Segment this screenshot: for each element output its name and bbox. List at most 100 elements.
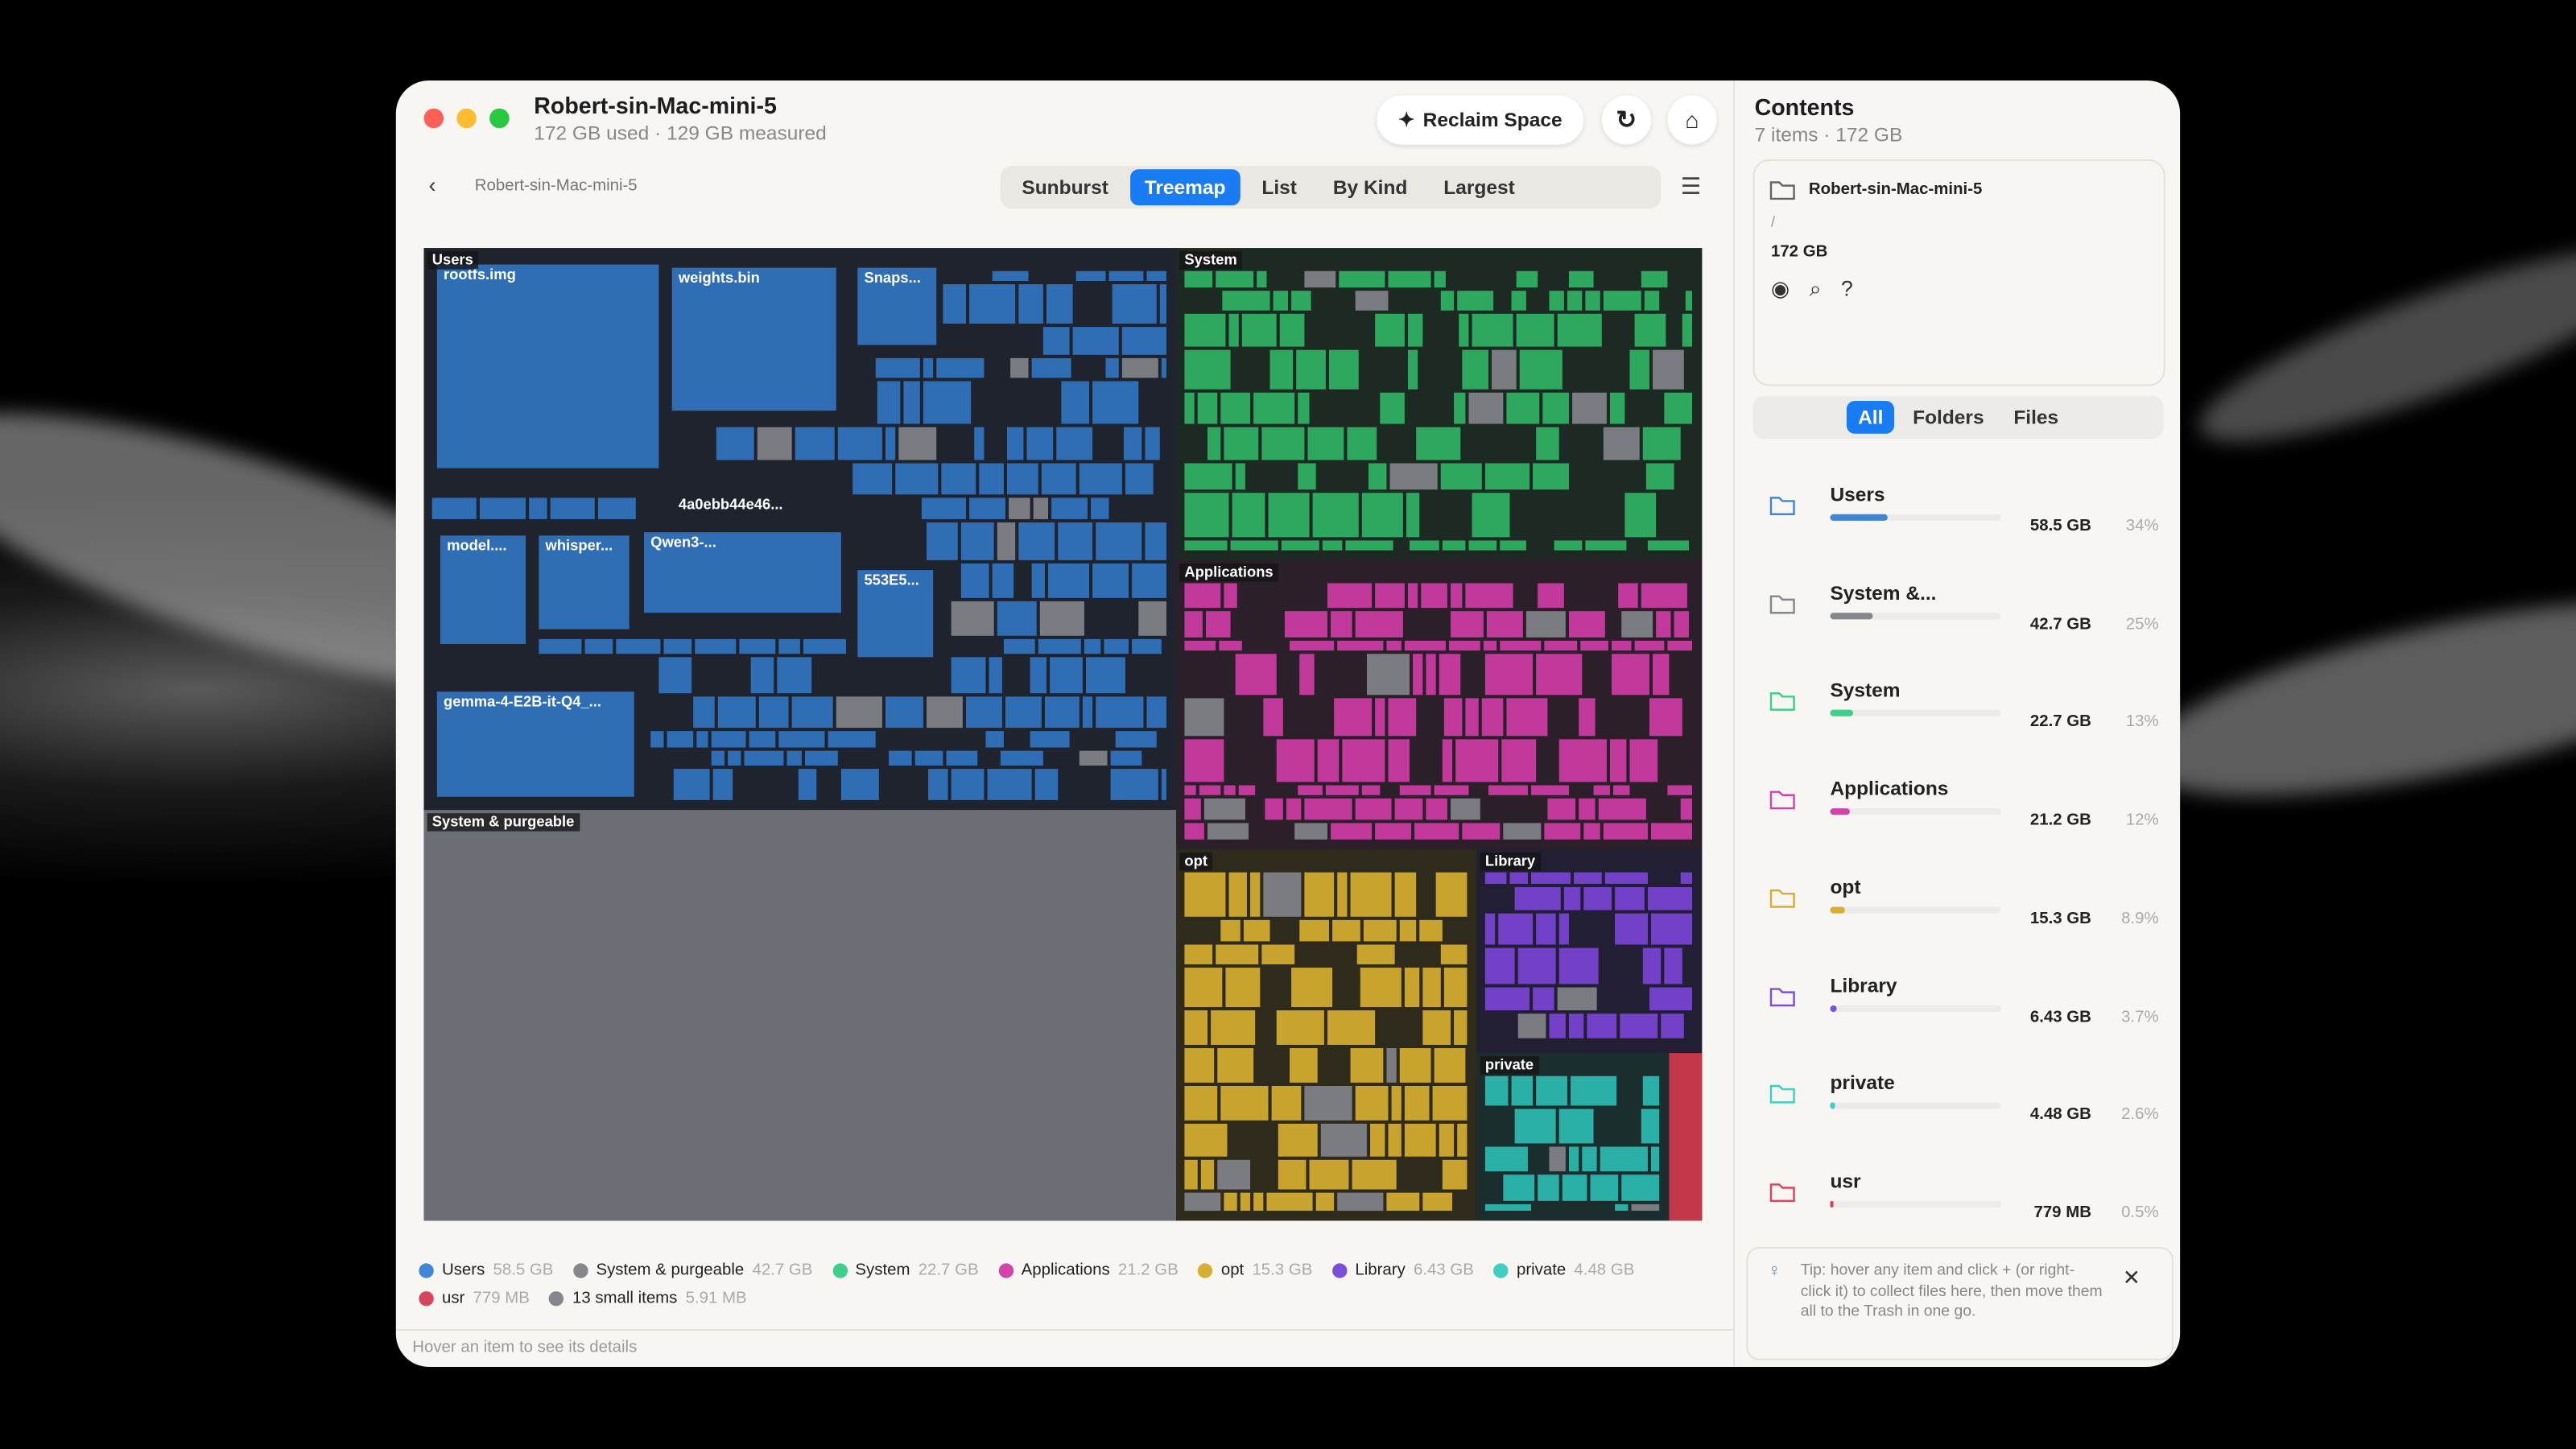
reclaim-button[interactable]: ✦ Reclaim Space	[1377, 95, 1584, 145]
tip-close[interactable]: ✕	[2122, 1265, 2140, 1290]
legend-entry[interactable]: Applications 21.2 GB	[998, 1261, 1179, 1280]
treemap-tile	[1519, 349, 1563, 390]
treemap-tile	[1299, 919, 1330, 942]
treemap-region[interactable]: opt	[1176, 849, 1477, 1221]
treemap-tile	[1484, 1146, 1528, 1172]
view-tab[interactable]: Largest	[1443, 175, 1515, 199]
treemap-tile	[1612, 654, 1649, 696]
treemap-item[interactable]: 553E5...	[857, 570, 934, 658]
view-tab[interactable]: By Kind	[1332, 175, 1408, 199]
list-item[interactable]: Users 58.5 GB 34%	[1753, 483, 2164, 575]
treemap-item[interactable]: weights.bin	[671, 267, 836, 411]
treemap-region[interactable]: System	[1176, 248, 1703, 560]
list-item[interactable]: System 22.7 GB 13%	[1753, 679, 2164, 771]
filter-tab[interactable]: All	[1846, 400, 1895, 434]
breadcrumb[interactable]: Robert-sin-Mac-mini-5	[474, 177, 638, 196]
treemap-tile	[1184, 872, 1226, 917]
treemap-region[interactable]: Users rootfs.img weights.bin Snaps... 4a0ebb…	[423, 248, 1177, 811]
treemap-tile	[778, 638, 800, 654]
treemap-tile	[1355, 611, 1403, 638]
treemap-item[interactable]: whisper...	[539, 535, 630, 630]
list-item[interactable]: private 4.48 GB 2.6%	[1753, 1071, 2164, 1163]
item-bar-track	[1830, 906, 2001, 914]
item-percent: 12%	[2125, 811, 2159, 830]
treemap-item[interactable]: model....	[440, 535, 526, 644]
treemap-region[interactable]: private	[1476, 1053, 1670, 1221]
treemap-tile	[1488, 785, 1528, 795]
treemap-tile	[1096, 522, 1142, 560]
view-tab[interactable]: List	[1261, 175, 1297, 199]
legend-entry[interactable]: private 4.48 GB	[1493, 1261, 1634, 1280]
list-item[interactable]: Applications 21.2 GB 12%	[1753, 777, 2164, 869]
treemap-item[interactable]: rootfs.img	[436, 264, 659, 469]
treemap-tile	[750, 657, 774, 694]
treemap-tile	[1413, 654, 1423, 696]
treemap-tile	[1404, 968, 1420, 1008]
legend-name: Applications	[1021, 1261, 1110, 1280]
treemap-tile	[1680, 798, 1693, 820]
view-tab[interactable]: Treemap	[1129, 169, 1241, 206]
legend-entry[interactable]: Users 58.5 GB	[419, 1261, 553, 1280]
card-actions[interactable]: ◉⌕?	[1770, 275, 1873, 301]
treemap-tile	[1503, 1174, 1535, 1201]
treemap-item[interactable]: gemma-4-E2B-it-Q4_...	[436, 691, 634, 797]
treemap-tile	[791, 696, 833, 729]
legend-entry[interactable]: 13 small items 5.91 MB	[549, 1290, 747, 1307]
treemap-tile	[1241, 313, 1277, 347]
close-button[interactable]	[423, 108, 444, 129]
list-item[interactable]: Library 6.43 GB 3.7%	[1753, 973, 2164, 1065]
treemap-tile	[1443, 968, 1468, 1008]
treemap-tile	[997, 601, 1037, 636]
treemap-tile	[1200, 1159, 1215, 1190]
treemap-tile	[479, 497, 526, 519]
legend-entry[interactable]: System & purgeable 42.7 GB	[572, 1261, 812, 1280]
refresh-button[interactable]: ↻	[1601, 95, 1652, 145]
view-tab[interactable]: Sunburst	[1022, 175, 1108, 199]
treemap-tile	[1653, 654, 1670, 696]
legend-dot	[572, 1263, 588, 1278]
treemap-region[interactable]: System & purgeable	[423, 810, 1177, 1221]
legend-size: 6.43 GB	[1414, 1261, 1474, 1280]
treemap-region[interactable]: Applications	[1176, 559, 1703, 850]
treemap-item[interactable]: Qwen3-...	[643, 532, 841, 613]
legend-entry[interactable]: opt 15.3 GB	[1198, 1261, 1312, 1280]
treemap-region[interactable]	[1669, 1053, 1703, 1221]
item-icon	[1769, 594, 1795, 613]
filter-tab[interactable]: Folders	[1913, 406, 1984, 429]
list-item[interactable]: opt 15.3 GB 8.9%	[1753, 875, 2164, 967]
home-button[interactable]: ⌂	[1667, 95, 1717, 145]
treemap-tile	[1132, 638, 1162, 654]
legend-entry[interactable]: System 22.7 GB	[832, 1261, 979, 1280]
treemap-tile	[1030, 657, 1046, 694]
list-item[interactable]: System &... 42.7 GB 25%	[1753, 581, 2164, 673]
treemap-tile	[1434, 270, 1446, 288]
legend-entry[interactable]: usr 779 MB	[419, 1290, 530, 1307]
treemap-tile	[1030, 731, 1070, 748]
back-button[interactable]: ‹	[428, 172, 436, 197]
filter-tab[interactable]: Files	[2013, 406, 2059, 429]
treemap-tile	[1184, 1048, 1215, 1083]
minimize-button[interactable]	[456, 108, 477, 129]
treemap-tile	[1125, 463, 1154, 495]
treemap-tile	[1517, 947, 1556, 985]
treemap-tile	[1079, 750, 1108, 766]
treemap-tile	[1386, 1048, 1397, 1083]
treemap-tile	[1500, 640, 1542, 651]
region-label: System & purgeable	[427, 813, 580, 832]
zoom-button[interactable]	[489, 108, 510, 129]
settings-button[interactable]: ☰	[1680, 172, 1702, 199]
legend-entry[interactable]: Library 6.43 GB	[1331, 1261, 1474, 1280]
treemap-tile	[1219, 640, 1242, 651]
treemap-item[interactable]: Snaps...	[857, 267, 937, 345]
treemap-region[interactable]: Library	[1476, 849, 1703, 1054]
item-icon	[1769, 1183, 1795, 1202]
treemap-tile	[1549, 1013, 1566, 1038]
treemap-item[interactable]: 4a0ebb44e46...	[672, 494, 828, 518]
treemap-tile	[1360, 968, 1402, 1008]
treemap-tile	[1656, 611, 1671, 638]
treemap-tile	[1462, 823, 1501, 840]
treemap-tile	[1613, 785, 1630, 795]
treemap-tile	[1273, 291, 1288, 311]
list-item[interactable]: usr 779 MB 0.5%	[1753, 1170, 2164, 1261]
treemap-tile	[1010, 357, 1029, 378]
